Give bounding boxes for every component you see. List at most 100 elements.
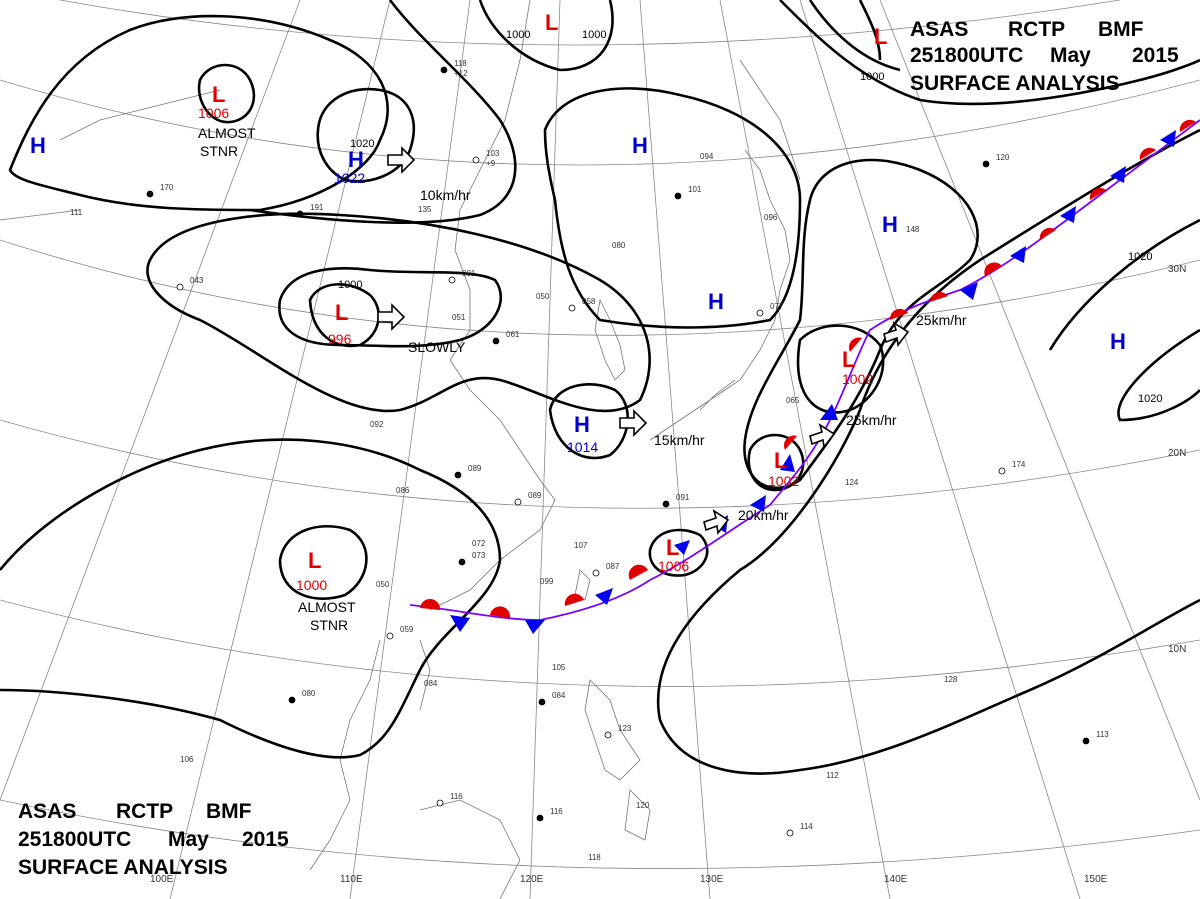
station-value: 124	[845, 478, 859, 487]
station-circle	[1082, 737, 1090, 745]
station-value: 111	[70, 208, 83, 217]
station-value: 191	[310, 203, 324, 212]
header-title: SURFACE ANALYSIS	[910, 72, 1120, 95]
coastline-west	[0, 89, 221, 221]
station-circle	[436, 799, 444, 807]
station-value: 073	[472, 551, 486, 560]
isobar	[796, 324, 885, 414]
parallel-10n	[0, 599, 1200, 687]
low-center-letter: L	[874, 24, 887, 49]
low-center-pressure: 1006	[198, 105, 229, 121]
speed-label: 15km/hr	[654, 432, 705, 448]
low-center-pressure: 1000	[296, 577, 327, 593]
cold-front-triangle	[1110, 166, 1126, 183]
low-center-letter: L	[308, 548, 321, 573]
isobar	[747, 433, 805, 492]
station-value: 148	[906, 225, 920, 234]
coastline-china	[429, 0, 556, 611]
station-circle	[536, 814, 544, 822]
warm-front-semicircle	[420, 598, 441, 610]
station-value: 105	[552, 663, 566, 672]
station-value: 103	[486, 149, 500, 158]
station-value: 116	[450, 792, 463, 801]
station-value: 065	[786, 396, 800, 405]
isobar	[197, 63, 256, 124]
isobar	[478, 0, 614, 72]
station-value: 101	[688, 185, 702, 194]
isobar	[1048, 218, 1200, 422]
cold-front-triangle	[820, 404, 838, 420]
station-value: 099	[540, 577, 554, 586]
station-value: 120	[996, 153, 1010, 162]
station-markers	[146, 66, 1090, 837]
cold-front-triangle	[1060, 206, 1076, 223]
station-circle	[448, 276, 456, 284]
warm-front-semicircle	[930, 291, 948, 302]
station-value: 080	[612, 241, 626, 250]
station-circle	[386, 632, 394, 640]
station-circle	[568, 304, 576, 312]
almost-stnr-label: ALMOST STNR	[298, 599, 356, 633]
station-value: 120	[636, 801, 650, 810]
station-circle	[146, 190, 154, 198]
station-circle	[440, 66, 448, 74]
cold-front-triangle	[780, 454, 795, 472]
station-circle	[514, 498, 522, 506]
speed-label: 10km/hr	[420, 187, 471, 203]
meridian-150e	[799, 0, 1081, 899]
isobar	[8, 14, 389, 212]
meridian-140e	[719, 0, 891, 899]
isobar	[543, 87, 802, 329]
coastline-taiwan	[574, 569, 591, 601]
station-circle	[756, 309, 764, 317]
station-value: 077	[770, 302, 784, 311]
meridian-120e	[529, 0, 561, 899]
coastline-kamchatka	[739, 59, 801, 181]
isobar	[779, 0, 1200, 106]
station-circle	[458, 558, 466, 566]
motion-arrow	[809, 423, 836, 449]
warm-front-semicircle	[1089, 187, 1106, 200]
high-center-letter: H	[574, 412, 590, 437]
motion-arrows	[377, 146, 910, 535]
isobar	[308, 283, 380, 348]
longitude-label: 120E	[520, 874, 544, 885]
station-value: 080	[302, 689, 316, 698]
header-agency: ASAS	[910, 18, 968, 41]
speed-label: 20km/hr	[738, 507, 789, 523]
isobar-labels: 1000 1000 1000 1000 1020 1020 1020	[338, 29, 1162, 405]
coastline-borneo	[419, 799, 521, 899]
parallel-40n	[0, 79, 1200, 166]
station-value: 118	[588, 853, 601, 862]
cold-front-triangle	[450, 615, 470, 632]
axis-labels: 110E 120E 130E 140E 150E 100E 30N 20N 10…	[150, 264, 1186, 885]
warm-front-semicircle	[564, 593, 584, 606]
isobar-value: 1000	[860, 71, 884, 83]
motion-labels: ALMOST STNR 10km/hr SLOWLY ALMOST STNR 15k…	[198, 125, 967, 633]
cold-front-triangle	[525, 620, 545, 634]
high-center-letter: H	[30, 133, 46, 158]
station-circle	[296, 210, 304, 218]
high-center-pressure: 1022	[334, 170, 365, 186]
low-center-pressure: 1002	[842, 371, 873, 387]
low-center-letter: L	[212, 82, 225, 107]
station-circle	[492, 337, 500, 345]
coastline-indochina	[309, 639, 431, 871]
warm-front-markers	[420, 119, 1196, 618]
station-circle	[662, 500, 670, 508]
coastline-philippines	[584, 679, 651, 841]
low-center-pressure: 1002	[768, 473, 799, 489]
speed-label: 25km/hr	[846, 412, 897, 428]
isobar-value: 1000	[506, 29, 530, 41]
station-circle	[592, 569, 600, 577]
station-value: 096	[764, 213, 778, 222]
station-value: 050	[536, 292, 550, 301]
warm-front-semicircle	[490, 606, 511, 618]
coastline-japan	[649, 149, 791, 441]
high-center-letter: H	[632, 133, 648, 158]
station-value: 058	[582, 297, 596, 306]
cold-front-triangle	[1160, 130, 1176, 147]
header-time: 251800UTC	[910, 44, 1023, 67]
header-title: SURFACE ANALYSIS	[18, 856, 228, 879]
